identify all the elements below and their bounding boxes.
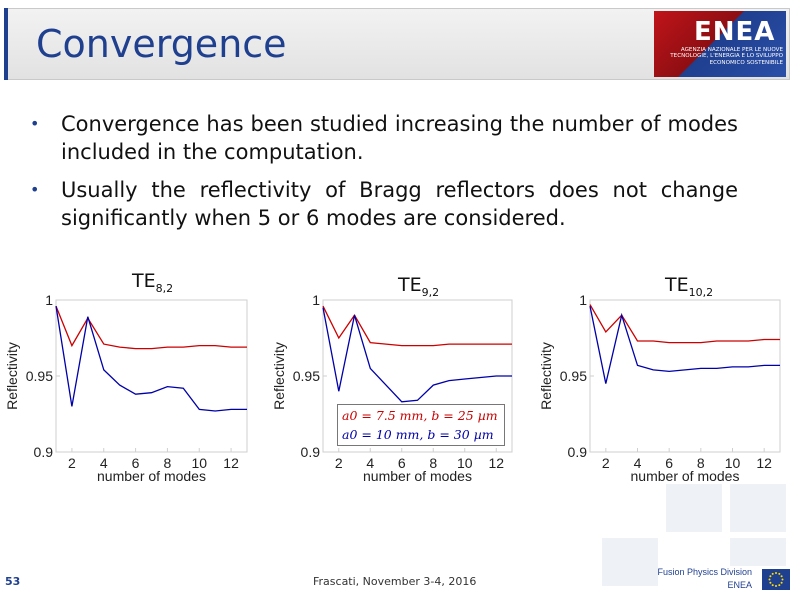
- x-tick-label: 6: [132, 455, 140, 471]
- plot-3-title-sub: 10,2: [688, 285, 714, 299]
- title-accent: [4, 8, 8, 80]
- y-tick-label: 0.95: [293, 368, 320, 384]
- x-tick-label: 12: [756, 455, 772, 471]
- plot-1-title: TE8,2: [132, 270, 173, 295]
- x-tick-label: 10: [191, 455, 207, 471]
- decor-tile: [666, 484, 722, 532]
- bullet-marker: •: [30, 114, 40, 133]
- x-tick-label: 8: [697, 455, 705, 471]
- series-line-red: [55, 305, 247, 350]
- y-tick-label: 0.9: [568, 444, 588, 460]
- enea-logo: ENEA AGENZIA NAZIONALE PER LE NUOVE TECN…: [654, 11, 786, 77]
- series-line-blue: [589, 305, 780, 384]
- x-tick-label: 4: [634, 455, 642, 471]
- x-tick-label: 10: [457, 455, 473, 471]
- footer-event: Frascati, November 3-4, 2016: [313, 575, 477, 588]
- plot-3-title-main: TE: [665, 274, 689, 296]
- x-tick-label: 4: [100, 455, 108, 471]
- x-tick-label: 10: [725, 455, 741, 471]
- y-tick-label: 1: [579, 292, 587, 308]
- x-tick-label: 2: [68, 455, 76, 471]
- plot-1-title-main: TE: [132, 270, 156, 292]
- series-line-red: [322, 305, 512, 347]
- plot-frame: [55, 299, 248, 453]
- x-tick-label: 12: [488, 455, 504, 471]
- plot-1-title-sub: 8,2: [155, 281, 174, 295]
- x-axis-label: number of modes: [631, 468, 740, 484]
- bullet-1-text: Convergence has been studied increasing …: [61, 112, 738, 164]
- footer-organization: Fusion Physics Division ENEA: [640, 566, 752, 592]
- x-tick-label: 4: [366, 455, 374, 471]
- plot-legend: a0 = 7.5 mm, b = 25 µm a0 = 10 mm, b = 3…: [337, 404, 505, 446]
- decor-tile: [730, 538, 786, 566]
- legend-red-entry: a0 = 7.5 mm, b = 25 µm: [342, 408, 498, 423]
- x-axis-label: number of modes: [97, 468, 206, 484]
- x-tick-label: 2: [602, 455, 610, 471]
- y-tick-label: 0.9: [301, 444, 321, 460]
- bullet-marker: •: [30, 180, 40, 199]
- page-number: 53: [5, 575, 21, 588]
- x-tick-label: 8: [164, 455, 172, 471]
- y-axis-label: Reflectivity: [4, 342, 20, 410]
- plot-frame: [589, 299, 781, 453]
- bullet-1: • Convergence has been studied increasin…: [30, 110, 738, 166]
- series-line-blue: [55, 305, 247, 412]
- x-axis-label: number of modes: [363, 468, 472, 484]
- decor-tile: [730, 484, 786, 532]
- bullet-2: • Usually the reflectivity of Bragg refl…: [30, 176, 738, 232]
- y-tick-label: 1: [312, 292, 320, 308]
- logo-subtitle: AGENZIA NAZIONALE PER LE NUOVE TECNOLOGI…: [670, 47, 783, 66]
- series-line-red: [589, 304, 780, 344]
- y-tick-label: 0.9: [34, 444, 54, 460]
- y-tick-label: 0.95: [560, 368, 587, 384]
- plot-3-title: TE10,2: [665, 274, 713, 299]
- bullet-2-text: Usually the reflectivity of Bragg reflec…: [61, 178, 738, 230]
- eu-flag-icon: [762, 569, 790, 590]
- footer-org-name: ENEA: [727, 580, 752, 590]
- y-axis-label: Reflectivity: [271, 342, 287, 410]
- decor-tile: [602, 538, 658, 586]
- y-axis-label: Reflectivity: [538, 342, 554, 410]
- legend-blue-entry: a0 = 10 mm, b = 30 µm: [342, 427, 494, 442]
- footer-division: Fusion Physics Division: [657, 567, 752, 577]
- x-tick-label: 12: [223, 455, 239, 471]
- plot-2-title-sub: 9,2: [421, 285, 440, 299]
- y-tick-label: 0.95: [26, 368, 53, 384]
- x-tick-label: 6: [665, 455, 673, 471]
- y-tick-label: 1: [45, 292, 53, 308]
- logo-name: ENEA: [694, 17, 776, 47]
- plot-2-title-main: TE: [398, 274, 422, 296]
- x-tick-label: 2: [335, 455, 343, 471]
- plot-2-title: TE9,2: [398, 274, 439, 299]
- series-line-blue: [322, 307, 512, 403]
- x-tick-label: 8: [429, 455, 437, 471]
- x-tick-label: 6: [398, 455, 406, 471]
- slide-title: Convergence: [36, 22, 287, 66]
